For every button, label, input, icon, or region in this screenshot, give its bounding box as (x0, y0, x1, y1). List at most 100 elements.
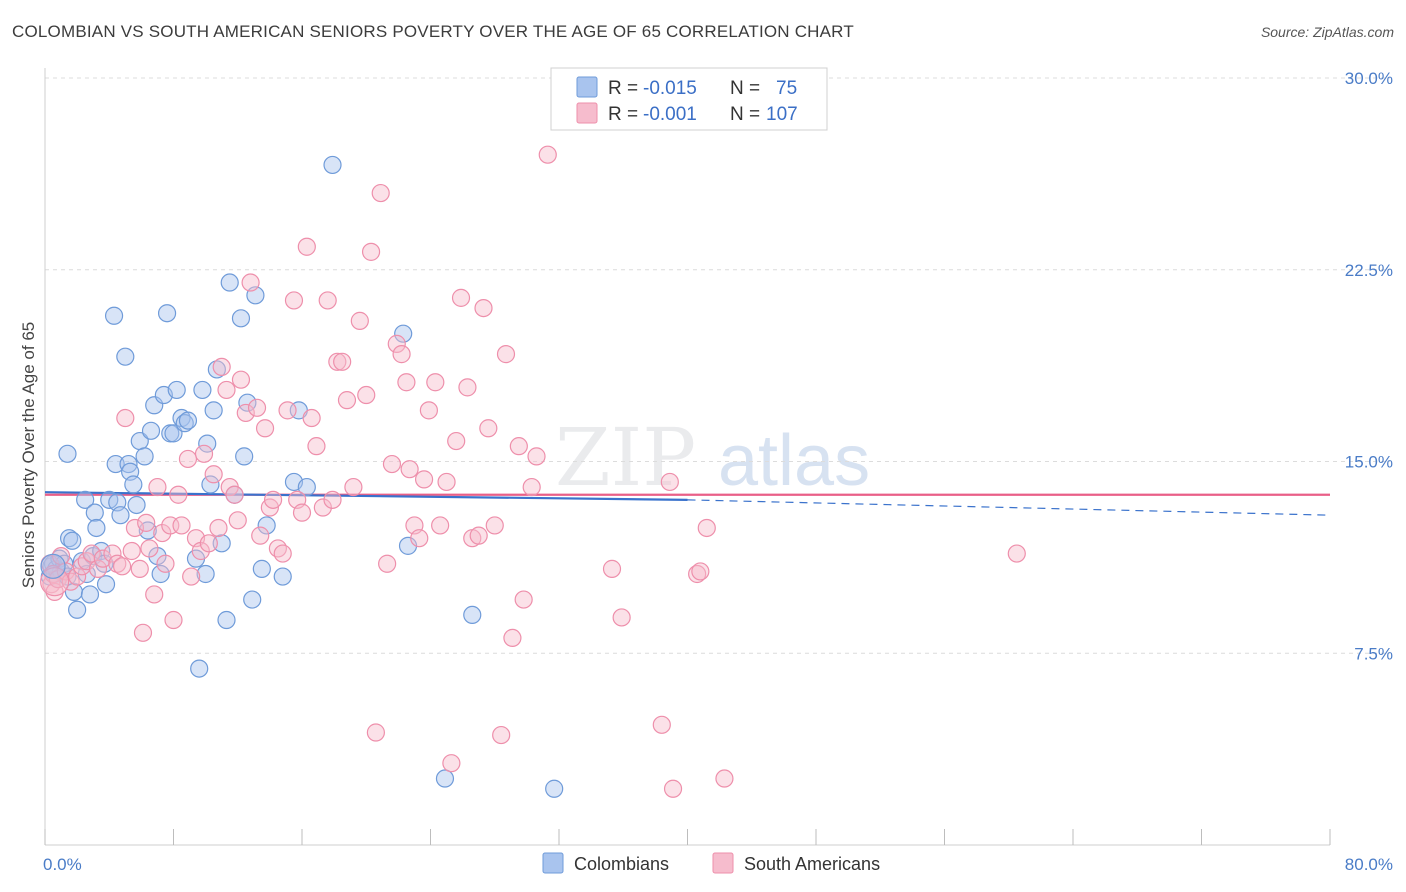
south-american-point (209, 518, 228, 538)
south-american-point (125, 518, 145, 538)
series-south-americans (40, 145, 1026, 798)
colombian-point (190, 659, 209, 678)
south-american-point (292, 503, 312, 522)
south-american-point (82, 544, 101, 563)
colombian-point (106, 454, 125, 474)
colombian-point (104, 306, 124, 325)
south-american-point (366, 723, 385, 742)
south-american-point (691, 562, 710, 581)
bottom-legend-south-americans: South Americans (744, 854, 880, 874)
colombian-point (87, 518, 106, 538)
south-american-point (663, 779, 683, 798)
y-tick-labels: 7.5% 15.0% 22.5% 30.0% (1345, 69, 1393, 663)
south-american-point (522, 477, 541, 497)
south-american-point (437, 472, 456, 492)
south-american-point (361, 242, 381, 261)
colombian-point (323, 155, 342, 175)
south-american-point (133, 623, 153, 642)
colombian-point (80, 585, 100, 604)
y-tick-label: 30.0% (1345, 69, 1393, 88)
south-american-point (419, 401, 438, 420)
south-american-point (251, 526, 270, 545)
colombian-point (58, 444, 77, 463)
colombian-point (141, 421, 161, 440)
colombian-point (463, 605, 482, 625)
x-tick-labels: 0.0% 80.0% (43, 855, 1393, 874)
colombian-point (63, 531, 82, 550)
south-american-point (148, 477, 167, 497)
south-american-point (426, 373, 445, 392)
colombian-point (545, 779, 564, 798)
legend-r-value-1: -0.015 (643, 78, 697, 99)
south-american-point (182, 567, 201, 586)
colombian-point (235, 447, 254, 466)
y-axis-label: Seniors Poverty Over the Age of 65 (19, 322, 38, 588)
south-american-point (178, 449, 198, 469)
colombian-cluster-point (40, 553, 66, 579)
legend-n-value-2: 107 (766, 104, 798, 125)
south-american-point (400, 460, 419, 479)
south-american-point (602, 559, 622, 578)
south-american-point (527, 447, 546, 466)
south-american-point (509, 437, 528, 456)
south-american-point (140, 539, 159, 558)
south-american-point (212, 357, 231, 377)
south-american-point (56, 562, 75, 581)
south-american-point (241, 273, 260, 292)
colombian-point (207, 360, 226, 379)
legend-n-value-1: 75 (776, 78, 797, 99)
south-american-point (387, 334, 406, 353)
chart-title: COLOMBIAN VS SOUTH AMERICAN SENIORS POVE… (12, 22, 854, 41)
x-tick-label-max: 80.0% (1345, 855, 1393, 874)
south-american-point (297, 237, 316, 256)
south-american-point (278, 401, 297, 420)
legend-n-label-1: N = (730, 78, 760, 99)
colombian-point (257, 516, 276, 535)
colombian-point (435, 769, 455, 788)
south-american-point (247, 398, 267, 417)
gridlines (45, 77, 1390, 654)
colombian-point (252, 559, 271, 578)
south-american-point (414, 470, 434, 489)
south-american-point (156, 554, 175, 573)
y-tick-label: 7.5% (1354, 644, 1393, 663)
south-american-point (382, 454, 402, 474)
bottom-legend-colombians: Colombians (574, 854, 669, 874)
south-american-point (514, 590, 533, 609)
colombian-point (119, 454, 138, 474)
colombian-point (204, 401, 223, 420)
legend-top: R = -0.015 N = 75 R = -0.001 N = 107 (550, 67, 828, 131)
south-american-point (492, 725, 511, 745)
data-points (40, 145, 1026, 798)
south-american-point (323, 490, 342, 509)
y-tick-label: 22.5% (1345, 261, 1393, 280)
south-american-point (122, 541, 141, 561)
south-american-point (442, 754, 461, 773)
south-american-point (688, 564, 707, 584)
colombian-point (273, 567, 292, 586)
colombian-point (124, 475, 143, 494)
south-american-point (130, 559, 149, 578)
south-american-point (103, 544, 122, 563)
south-american-point (697, 518, 716, 538)
legend-swatch-south-americans (576, 102, 598, 124)
legend-r-label-1: R = (608, 78, 638, 99)
colombian-point (76, 490, 95, 509)
colombian-point (68, 600, 87, 619)
bottom-swatch-colombians (542, 852, 564, 874)
south-american-point (194, 444, 214, 463)
axes (44, 68, 1331, 846)
south-american-point (410, 529, 429, 548)
south-american-point (263, 490, 283, 509)
colombian-point (196, 564, 215, 584)
south-american-point (255, 419, 275, 438)
colombian-point (164, 424, 183, 443)
south-american-point (503, 628, 522, 648)
colombian-point (157, 304, 177, 323)
south-american-point (485, 516, 504, 535)
south-american-point (172, 516, 191, 535)
south-american-point (458, 378, 477, 397)
south-american-point (378, 554, 397, 573)
colombian-point (96, 575, 116, 594)
